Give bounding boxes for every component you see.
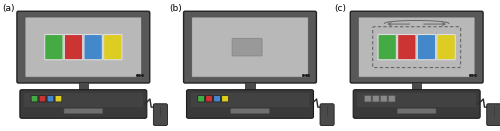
FancyBboxPatch shape xyxy=(378,34,396,60)
FancyBboxPatch shape xyxy=(47,96,54,102)
FancyBboxPatch shape xyxy=(55,96,62,102)
FancyBboxPatch shape xyxy=(234,93,266,100)
FancyBboxPatch shape xyxy=(154,104,168,125)
Text: (c): (c) xyxy=(334,4,346,13)
FancyBboxPatch shape xyxy=(20,90,147,118)
FancyBboxPatch shape xyxy=(44,34,63,60)
FancyBboxPatch shape xyxy=(64,109,102,114)
FancyBboxPatch shape xyxy=(232,38,262,56)
FancyBboxPatch shape xyxy=(192,17,308,77)
FancyBboxPatch shape xyxy=(64,34,82,60)
FancyBboxPatch shape xyxy=(353,90,480,118)
FancyBboxPatch shape xyxy=(31,96,38,102)
Bar xyxy=(246,81,254,94)
FancyBboxPatch shape xyxy=(320,104,334,125)
FancyBboxPatch shape xyxy=(214,96,220,102)
FancyBboxPatch shape xyxy=(206,96,212,102)
FancyBboxPatch shape xyxy=(230,109,270,114)
FancyBboxPatch shape xyxy=(39,96,46,102)
FancyBboxPatch shape xyxy=(380,96,387,102)
FancyBboxPatch shape xyxy=(17,11,150,83)
FancyBboxPatch shape xyxy=(184,11,316,83)
Bar xyxy=(358,93,476,107)
FancyBboxPatch shape xyxy=(68,93,98,100)
FancyBboxPatch shape xyxy=(398,34,416,60)
FancyBboxPatch shape xyxy=(486,104,500,125)
FancyBboxPatch shape xyxy=(350,11,483,83)
FancyBboxPatch shape xyxy=(25,17,142,77)
Bar xyxy=(191,93,309,107)
Text: (a): (a) xyxy=(2,4,15,13)
FancyBboxPatch shape xyxy=(402,93,432,100)
FancyBboxPatch shape xyxy=(84,34,102,60)
Text: (b): (b) xyxy=(169,4,182,13)
FancyBboxPatch shape xyxy=(398,109,436,114)
Bar xyxy=(24,93,142,107)
FancyBboxPatch shape xyxy=(372,96,379,102)
FancyBboxPatch shape xyxy=(358,17,475,77)
FancyBboxPatch shape xyxy=(198,96,204,102)
Bar xyxy=(79,81,88,94)
FancyBboxPatch shape xyxy=(104,34,122,60)
FancyBboxPatch shape xyxy=(437,34,456,60)
FancyBboxPatch shape xyxy=(388,96,395,102)
Bar xyxy=(412,81,421,94)
FancyBboxPatch shape xyxy=(222,96,228,102)
FancyBboxPatch shape xyxy=(364,96,371,102)
FancyBboxPatch shape xyxy=(418,34,436,60)
FancyBboxPatch shape xyxy=(186,90,314,118)
